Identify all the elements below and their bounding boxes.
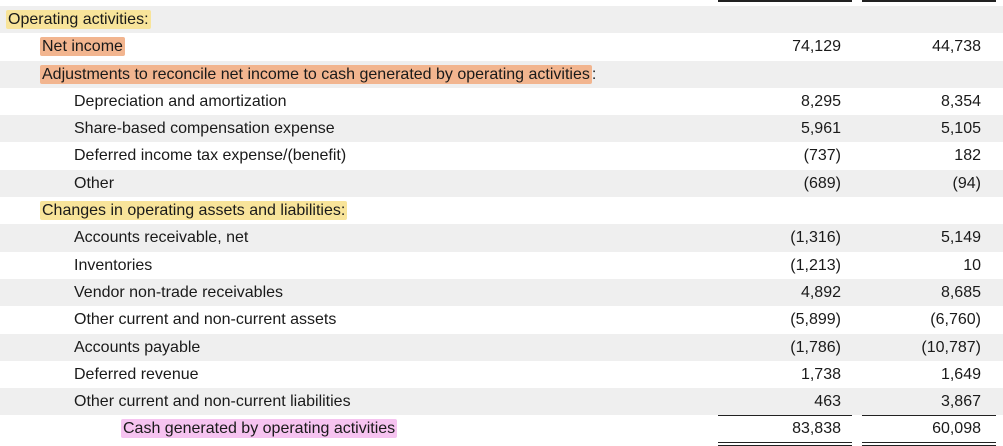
cash-flow-table: Operating activities: Net income 74,129 44,… (0, 6, 1003, 446)
table-row: Vendor non-trade receivables 4,892 8,685 (0, 278, 1003, 307)
value-column-1: 8,295 (800, 92, 841, 110)
value-column-2: 182 (954, 147, 981, 165)
row-label: Accounts receivable, net (74, 224, 248, 251)
row-label: Accounts payable (74, 334, 200, 361)
value-column-2: 60,098 (932, 420, 981, 438)
table-row: Net income 74,129 44,738 (0, 33, 1003, 60)
value-column-2: 10 (963, 256, 981, 274)
row-label-text: Deferred income tax expense/(benefit) (74, 147, 347, 165)
value-column-1: (1,213) (790, 256, 841, 274)
table-row: Other (689) (94) (0, 169, 1003, 198)
total-top-rule (718, 415, 852, 417)
value-column-2: 5,105 (940, 120, 981, 138)
value-column-1: (5,899) (790, 311, 841, 329)
value-column-1: 4,892 (800, 283, 841, 301)
row-label: Operating activities: (6, 6, 151, 33)
value-column-2: 3,867 (940, 393, 981, 411)
row-label-text: Changes in operating assets and liabilit… (40, 201, 348, 221)
value-column-1: 1,738 (800, 365, 841, 383)
row-label: Vendor non-trade receivables (74, 279, 283, 306)
value-column-2: 44,738 (932, 38, 981, 56)
row-label: Adjustments to reconcile net income to c… (40, 61, 596, 88)
row-label: Depreciation and amortization (74, 88, 287, 115)
row-label-text: Operating activities: (6, 10, 151, 29)
value-column-2: 1,649 (940, 365, 981, 383)
row-label: Other current and non-current assets (74, 306, 336, 333)
row-label-text: Inventories (74, 256, 153, 274)
total-double-underline (862, 442, 996, 444)
row-label: Deferred revenue (74, 361, 199, 388)
row-label-text: Cash generated by operating activities (121, 419, 398, 439)
table-row: Accounts receivable, net (1,316) 5,149 (0, 224, 1003, 252)
total-double-underline (718, 442, 852, 444)
row-label-text: Accounts receivable, net (74, 229, 249, 247)
row-label: Deferred income tax expense/(benefit) (74, 142, 346, 169)
row-label-text: Deferred revenue (74, 365, 199, 383)
row-label-text: Adjustments to reconcile net income to c… (40, 64, 592, 84)
value-column-1: 5,961 (800, 120, 841, 138)
table-row: Adjustments to reconcile net income to c… (0, 60, 1003, 88)
row-label-text: Depreciation and amortization (74, 92, 287, 110)
column-2-top-rule (862, 0, 996, 2)
value-column-2: (6,760) (930, 311, 981, 329)
table-row: Other current and non-current assets (5,8… (0, 306, 1003, 333)
row-label-text: Other current and non-current assets (74, 311, 337, 329)
total-row: Cash generated by operating activities 83… (0, 415, 1003, 446)
row-label: Other current and non-current liabilitie… (74, 388, 351, 415)
row-label-text: Other (74, 174, 115, 192)
value-column-2: (94) (952, 174, 981, 192)
row-label-text: Other current and non-current liabilitie… (74, 393, 351, 411)
column-1-top-rule (718, 0, 852, 2)
table-row: Depreciation and amortization 8,295 8,354 (0, 88, 1003, 115)
value-column-2: 8,685 (940, 283, 981, 301)
total-top-rule (862, 415, 996, 417)
table-row: Accounts payable (1,786) (10,787) (0, 333, 1003, 361)
value-column-1: (1,316) (790, 229, 841, 247)
row-label: Cash generated by operating activities (121, 415, 398, 442)
table-row: Deferred revenue 1,738 1,649 (0, 361, 1003, 388)
table-row: Operating activities: (0, 6, 1003, 34)
row-label-text: Vendor non-trade receivables (74, 283, 284, 301)
table-row: Other current and non-current liabilitie… (0, 388, 1003, 416)
row-label: Inventories (74, 252, 152, 279)
row-label-suffix: : (591, 65, 597, 83)
row-label: Changes in operating assets and liabilit… (40, 197, 348, 224)
table-row: Inventories (1,213) 10 (0, 252, 1003, 279)
value-column-2: 5,149 (940, 229, 981, 247)
value-column-1: 463 (814, 393, 841, 411)
value-column-1: (737) (803, 147, 841, 165)
row-label-text: Share-based compensation expense (74, 120, 335, 138)
table-row: Share-based compensation expense 5,961 5,1… (0, 115, 1003, 143)
table-row: Changes in operating assets and liabilit… (0, 197, 1003, 224)
value-column-2: (10,787) (921, 338, 981, 356)
row-label: Net income (40, 33, 125, 60)
value-column-1: (689) (803, 174, 841, 192)
value-column-1: (1,786) (790, 338, 841, 356)
table-row: Deferred income tax expense/(benefit) (73… (0, 142, 1003, 169)
row-label: Share-based compensation expense (74, 115, 335, 142)
value-column-2: 8,354 (940, 92, 981, 110)
row-label-text: Net income (40, 37, 125, 57)
row-label-text: Accounts payable (74, 338, 201, 356)
row-label: Other (74, 170, 114, 197)
value-column-1: 83,838 (792, 420, 841, 438)
value-column-1: 74,129 (792, 38, 841, 56)
